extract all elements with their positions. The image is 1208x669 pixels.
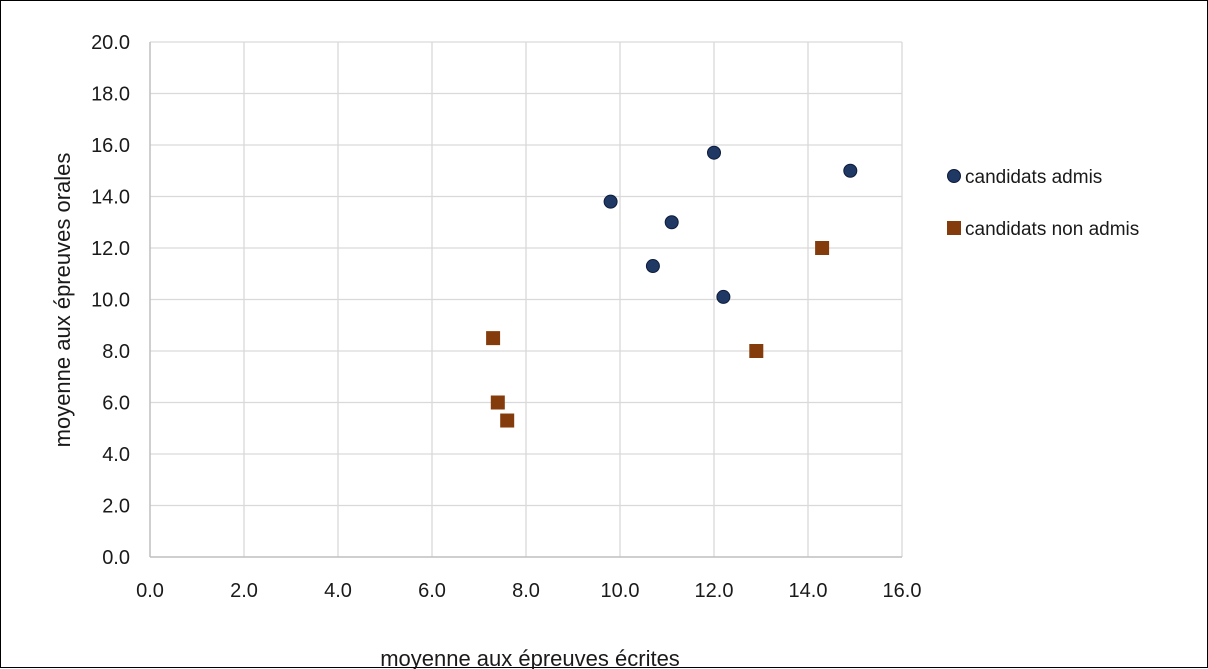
admitted-point [716, 289, 731, 304]
x-tick-label: 14.0 [789, 580, 828, 602]
y-tick-label: 8.0 [102, 341, 130, 363]
x-tick-label: 4.0 [324, 580, 352, 602]
legend: candidats admis candidats non admis [947, 167, 1139, 240]
x-tick-label: 6.0 [418, 580, 446, 602]
y-tick-label: 0.0 [102, 547, 130, 569]
y-tick-label: 16.0 [91, 135, 130, 157]
x-tick-label: 0.0 [136, 580, 164, 602]
data-points [486, 145, 858, 428]
x-tick-label: 16.0 [883, 580, 922, 602]
x-axis-title: moyenne aux épreuves écrites [380, 646, 680, 669]
admitted-point [603, 194, 618, 209]
legend-label: candidats non admis [965, 219, 1139, 240]
x-tick-label: 10.0 [601, 580, 640, 602]
y-tick-label: 10.0 [91, 290, 130, 312]
y-tick-label: 6.0 [102, 393, 130, 415]
x-tick-label: 12.0 [695, 580, 734, 602]
legend-circle-marker [947, 169, 961, 183]
admitted-point [664, 215, 679, 230]
admitted-point [645, 259, 660, 274]
non-admitted-point [490, 395, 505, 410]
legend-square-marker [947, 221, 961, 235]
y-tick-label: 20.0 [91, 32, 130, 54]
admitted-point [843, 163, 858, 178]
y-axis-title: moyenne aux épreuves orales [50, 153, 75, 448]
non-admitted-point [749, 344, 764, 358]
y-tick-label: 12.0 [91, 238, 130, 260]
x-tick-label: 2.0 [230, 580, 258, 602]
tick-labels: 0.0 2.0 4.0 6.0 8.0 10.0 12.0 14.0 16.0 0.0 2.0 4.0… [91, 32, 921, 602]
grid [150, 41, 903, 557]
axes [149, 42, 902, 558]
y-tick-label: 18.0 [91, 84, 130, 106]
legend-item: candidats admis [947, 167, 1102, 188]
non-admitted-point [815, 241, 830, 255]
y-tick-label: 2.0 [102, 496, 130, 518]
legend-label: candidats admis [965, 167, 1102, 188]
y-tick-label: 4.0 [102, 444, 130, 466]
y-tick-label: 14.0 [91, 187, 130, 209]
legend-item: candidats non admis [947, 219, 1139, 240]
admitted-point [707, 145, 721, 160]
x-tick-label: 8.0 [512, 580, 540, 602]
non-admitted-point [500, 413, 515, 428]
non-admitted-point [486, 331, 501, 346]
